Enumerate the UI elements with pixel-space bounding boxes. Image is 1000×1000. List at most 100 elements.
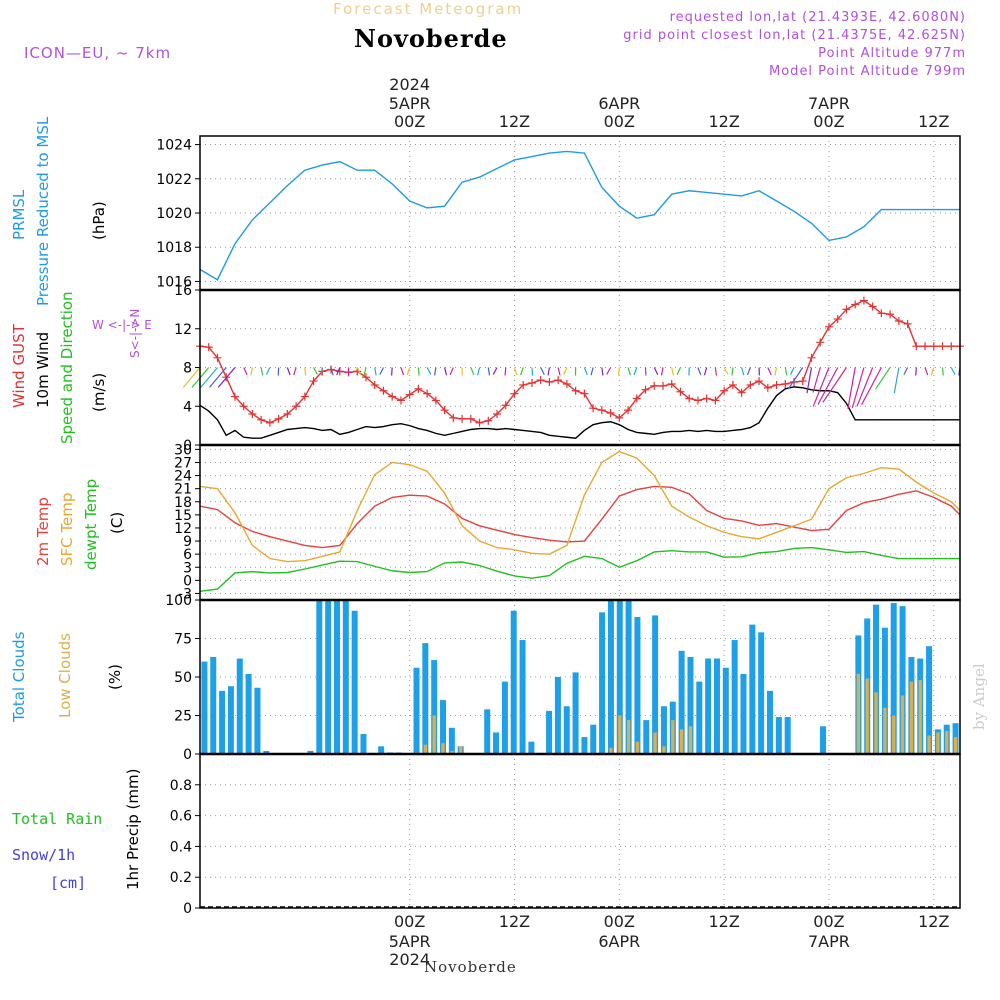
wind-arrow bbox=[703, 367, 708, 376]
wind-arrow bbox=[714, 367, 717, 376]
gust-marker bbox=[894, 317, 903, 325]
gust-marker bbox=[824, 322, 833, 331]
gust-marker bbox=[886, 310, 895, 319]
y-tick-label: 1020 bbox=[156, 206, 192, 222]
wind-arrow bbox=[417, 367, 420, 376]
total-cloud-bar bbox=[219, 690, 226, 753]
time-label: 00Z bbox=[603, 912, 635, 931]
gust-marker bbox=[615, 413, 624, 422]
gust-marker bbox=[859, 296, 868, 305]
total-cloud-bar bbox=[722, 667, 729, 753]
y-tick-label: 0.4 bbox=[170, 839, 192, 855]
gridpoint-coords: grid point closest lon,lat (21.4375E, 42… bbox=[623, 28, 966, 43]
wind-arrow bbox=[434, 367, 437, 376]
gust-marker bbox=[763, 383, 772, 392]
chart-supertitle: Forecast Meteogram bbox=[333, 0, 524, 18]
total-cloud-bar bbox=[899, 606, 906, 753]
gust-marker bbox=[781, 379, 790, 388]
wind-arrow bbox=[950, 367, 956, 375]
series-line-2m-temp bbox=[199, 485, 961, 549]
compass-we: W <-|-> E bbox=[92, 318, 152, 332]
gust-marker bbox=[772, 380, 781, 389]
time-label: 12Z bbox=[498, 112, 531, 131]
time-label: 00Z bbox=[813, 912, 845, 931]
wind-arrow bbox=[812, 367, 830, 407]
low-cloud-bar bbox=[618, 715, 622, 753]
wind-arrow bbox=[875, 367, 891, 390]
wind-arrow bbox=[660, 367, 664, 376]
time-label: 7APR bbox=[808, 932, 850, 951]
wind-arrow bbox=[806, 367, 813, 394]
total-cloud-bar bbox=[607, 600, 614, 753]
wind-arrow bbox=[513, 367, 518, 376]
low-cloud-bar bbox=[936, 732, 940, 753]
gust-marker bbox=[370, 380, 379, 389]
total-cloud-bar bbox=[563, 706, 570, 753]
series-line-10m-wind bbox=[199, 386, 960, 439]
panel-frame bbox=[199, 444, 961, 601]
gust-marker bbox=[379, 386, 388, 395]
gust-marker bbox=[300, 392, 309, 401]
gust-marker bbox=[265, 418, 274, 427]
wind-arrow bbox=[676, 367, 682, 376]
total-cloud-bar bbox=[625, 600, 632, 753]
wind-arrow bbox=[723, 367, 729, 375]
gust-marker bbox=[693, 396, 702, 405]
total-cloud-bar bbox=[554, 677, 561, 753]
y-tick-label: 4 bbox=[183, 399, 192, 415]
y-tick-label: 0 bbox=[183, 573, 192, 589]
wind-arrow bbox=[822, 367, 847, 403]
gust-marker bbox=[493, 410, 502, 418]
total-cloud-bar bbox=[643, 720, 650, 753]
low-cloud-bar bbox=[432, 715, 436, 753]
wind-arrow bbox=[789, 367, 795, 375]
total-cloud-bar bbox=[501, 681, 508, 753]
total-cloud-bar bbox=[342, 600, 349, 753]
gust-marker bbox=[851, 300, 860, 309]
time-label: 12Z bbox=[708, 112, 740, 131]
time-label: 00Z bbox=[393, 912, 426, 931]
y-tick-label: 0.2 bbox=[170, 870, 192, 886]
total-cloud-bar bbox=[926, 646, 933, 753]
total-cloud-bar bbox=[705, 658, 712, 753]
gust-marker bbox=[842, 305, 851, 314]
gust-marker bbox=[702, 394, 711, 403]
total-cloud-bar bbox=[546, 710, 553, 753]
gust-marker bbox=[606, 409, 615, 418]
wind-arrow bbox=[320, 367, 323, 376]
wind-arrow bbox=[406, 367, 411, 376]
total-cloud-bar bbox=[493, 732, 500, 753]
y-tick-label: 0 bbox=[183, 747, 192, 763]
low-cloud-bar bbox=[688, 726, 693, 753]
wind-arrow bbox=[547, 367, 551, 376]
model-altitude: Model Point Altitude 799m bbox=[769, 64, 966, 79]
wind-arrow bbox=[653, 367, 659, 375]
total-cloud-bar bbox=[307, 750, 314, 753]
time-label: 12Z bbox=[918, 112, 950, 131]
total-cloud-bar bbox=[652, 615, 659, 753]
wind-arrow bbox=[540, 367, 545, 375]
gust-marker bbox=[676, 387, 685, 396]
wind-arrow bbox=[583, 367, 588, 376]
y-tick-label: 27 bbox=[174, 455, 192, 471]
total-cloud-bar bbox=[519, 640, 526, 753]
wind-arrow bbox=[363, 367, 367, 376]
low-cloud-bar bbox=[953, 737, 958, 753]
gust-marker bbox=[711, 396, 720, 405]
snow-unit: [cm] bbox=[50, 874, 87, 892]
low-cloud-bar bbox=[900, 695, 905, 753]
gust-marker bbox=[685, 394, 694, 403]
gust-marker bbox=[239, 402, 248, 411]
model-label: ICON—EU, ~ 7km bbox=[24, 44, 172, 62]
y-tick-label: 12 bbox=[174, 521, 192, 537]
time-label: 6APR bbox=[598, 932, 641, 951]
wind-arrow bbox=[504, 367, 507, 376]
gust-marker bbox=[204, 343, 213, 352]
wind-arrow bbox=[787, 367, 804, 390]
gust-marker bbox=[746, 380, 755, 389]
y-tick-label: 0 bbox=[183, 901, 192, 917]
y-tick-label: 25 bbox=[174, 709, 192, 725]
gust-marker bbox=[903, 319, 912, 328]
station-title: Novoberde bbox=[354, 24, 508, 53]
gust-marker bbox=[755, 377, 764, 386]
